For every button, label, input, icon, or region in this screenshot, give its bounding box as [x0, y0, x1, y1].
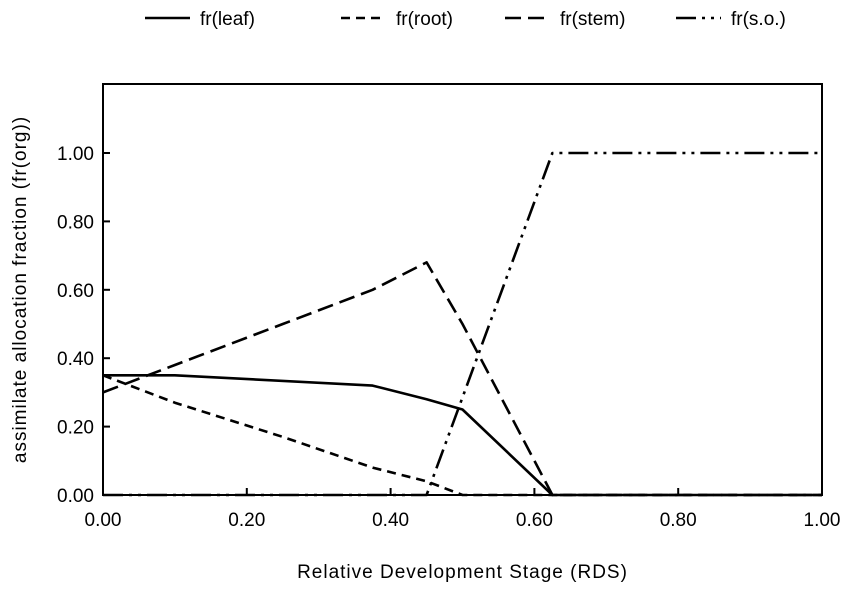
y-tick-label: 0.20	[57, 418, 94, 439]
legend-label: fr(stem)	[560, 9, 625, 30]
x-tick-label: 0.40	[372, 510, 409, 531]
series-line-fr-leaf	[103, 373, 822, 497]
x-tick-label: 0.20	[228, 510, 265, 531]
y-tick-label: 0.60	[57, 281, 94, 302]
axis-ticks: 0.00 0.20 0.40 0.60 0.80 1.00 0.00 0.20 0.40 0.60…	[57, 144, 840, 531]
series-line-fr-stem	[102, 261, 822, 497]
legend: fr(leaf) fr(root) fr(stem) fr(s.o.)	[145, 9, 786, 30]
x-tick-label: 0.60	[516, 510, 553, 531]
x-tick-label: 0.80	[660, 510, 697, 531]
y-tick-label: 0.40	[57, 349, 94, 370]
legend-label: fr(leaf)	[200, 9, 255, 30]
y-axis-label: assimilate allocation fraction (fr(org))	[10, 116, 31, 463]
y-tick-label: 0.80	[57, 212, 94, 233]
y-tick-label: 1.00	[57, 144, 94, 165]
x-tick-label: 1.00	[804, 510, 841, 531]
y-tick-label: 0.00	[57, 486, 94, 507]
series-line-fr-root	[102, 374, 822, 497]
plot-frame	[102, 83, 823, 496]
legend-label: fr(root)	[396, 9, 453, 30]
x-tick-label: 0.00	[85, 510, 122, 531]
x-axis-label: Relative Development Stage (RDS)	[297, 562, 628, 583]
legend-label: fr(s.o.)	[731, 9, 786, 30]
series-layer	[102, 151, 822, 497]
